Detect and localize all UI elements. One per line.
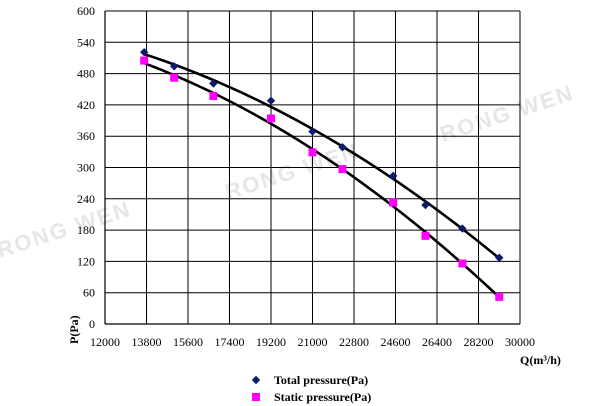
x-tick-label: 19200 [256, 335, 286, 349]
x-tick-label: 26400 [422, 335, 452, 349]
y-tick-label: 540 [77, 35, 95, 49]
watermark-text: RONG WEN [437, 80, 577, 147]
y-tick-label: 360 [77, 129, 95, 143]
x-tick-label: 22800 [339, 335, 369, 349]
trend-line-total [143, 52, 501, 260]
y-tick-label: 480 [77, 67, 95, 81]
trend-lines [143, 52, 501, 299]
x-tick-label: 12000 [90, 335, 120, 349]
legend: Total pressure(Pa) Static pressure(Pa) [251, 373, 371, 404]
total-pressure-point [338, 142, 347, 152]
total-pressure-point [266, 96, 276, 105]
data-points [139, 48, 504, 301]
total-pressure-point [388, 171, 398, 181]
total-pressure-point [421, 200, 430, 210]
total-pressure-point [169, 62, 179, 71]
y-tick-label: 600 [77, 4, 95, 18]
static-pressure-point [421, 231, 430, 240]
watermark-text: RONG WEN [0, 196, 134, 263]
trend-line-static [143, 61, 501, 299]
static-pressure-point [495, 292, 504, 301]
static-pressure-point [140, 56, 149, 65]
y-tick-label: 180 [77, 223, 95, 237]
y-tick-label: 0 [89, 317, 95, 331]
y-tick-label: 240 [77, 192, 95, 206]
y-tick-label: 60 [83, 286, 95, 300]
x-tick-label: 28200 [464, 335, 494, 349]
static-pressure-point [308, 148, 317, 157]
x-axis-title: Q(m³/h) [520, 353, 561, 367]
x-tick-label: 21000 [298, 335, 328, 349]
x-tick-label: 13800 [132, 335, 162, 349]
total-pressure-point [458, 224, 467, 233]
legend-label-static: Static pressure(Pa) [274, 390, 371, 404]
tick-labels: 0 60 120 180 240 300 360 420 480 540 600 12000 13800… [77, 4, 535, 349]
axes [104, 11, 520, 325]
static-pressure-point [458, 259, 467, 268]
x-tick-label: 15600 [173, 335, 203, 349]
x-tick-label: 17400 [215, 335, 245, 349]
static-pressure-point [389, 198, 398, 207]
legend-marker-total [251, 375, 261, 385]
x-tick-label: 24600 [381, 335, 411, 349]
y-tick-label: 120 [77, 254, 95, 268]
total-pressure-point [308, 127, 317, 136]
legend-label-total: Total pressure(Pa) [274, 373, 368, 387]
y-tick-label: 420 [77, 98, 95, 112]
static-pressure-point [338, 165, 347, 174]
total-pressure-point [495, 253, 504, 262]
static-pressure-point [209, 92, 218, 101]
static-pressure-point [170, 73, 179, 82]
legend-marker-static [252, 393, 260, 401]
y-tick-label: 300 [77, 161, 95, 175]
total-pressure-point [139, 48, 149, 57]
grid [104, 10, 521, 325]
y-axis-title: P(Pa) [67, 315, 81, 344]
static-pressure-point [267, 114, 275, 123]
total-pressure-point [209, 79, 218, 88]
x-tick-label: 30000 [505, 335, 535, 349]
